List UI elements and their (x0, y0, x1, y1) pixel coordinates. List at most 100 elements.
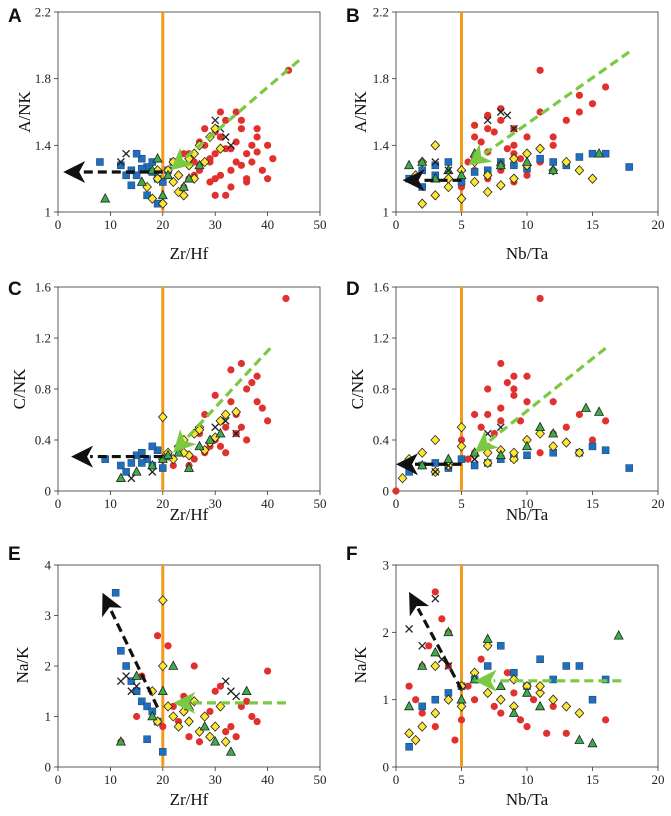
data-point-cross (221, 416, 230, 425)
data-point-circle (405, 682, 413, 690)
data-point-diamond (147, 193, 158, 204)
y-axis-label: Na/K (351, 646, 370, 684)
data-point-cross (122, 672, 131, 681)
data-point-cross (418, 641, 427, 650)
data-point-triangle (162, 169, 174, 180)
data-point-cross (148, 467, 157, 476)
data-point-circle (529, 696, 538, 704)
data-point-diamond (220, 736, 231, 747)
data-point-diamond (535, 143, 545, 154)
data-point-cross (116, 158, 125, 166)
x-tick-label: 10 (104, 772, 117, 787)
y-tick-label: 0.8 (35, 382, 51, 397)
panel-a: A A/NK Zr/Hf 0 10 20 30 40 50 1 1.4 1.8 2.2 (8, 5, 327, 264)
x-axis-label: Zr/Hf (170, 790, 209, 809)
data-point-circle (153, 632, 162, 640)
x-tick-label: 5 (458, 772, 465, 787)
data-point-circle (497, 359, 505, 368)
data-point-circle (243, 697, 251, 705)
data-point-square (159, 464, 167, 472)
data-point-square (132, 171, 141, 180)
data-point-square (562, 662, 571, 670)
x-tick-label: 20 (652, 496, 665, 511)
data-point-circle (222, 423, 230, 431)
data-point-circle (549, 141, 557, 149)
panel-label-c: C (8, 279, 22, 300)
data-point-circle (269, 155, 277, 163)
data-point-circle (484, 385, 492, 393)
data-point-square (159, 178, 167, 186)
data-point-triangle (613, 630, 624, 640)
data-point-circle (211, 391, 219, 399)
y-tick-label: 4 (45, 558, 52, 573)
x-tick-label: 0 (393, 496, 400, 511)
data-point-circle (562, 116, 570, 124)
x-tick-label: 0 (55, 496, 62, 511)
data-point-square (483, 662, 492, 670)
data-point-square (588, 442, 597, 451)
data-point-cross (431, 594, 440, 603)
data-point-circle (222, 728, 230, 736)
x-tick-label: 50 (314, 496, 327, 511)
data-point-square (497, 642, 505, 650)
data-point-circle (253, 148, 261, 156)
data-point-diamond (163, 701, 173, 712)
data-point-square (405, 743, 413, 751)
data-point-circle (471, 121, 479, 129)
data-point-triangle (225, 746, 236, 756)
data-point-circle (264, 417, 272, 425)
data-point-triangle (443, 626, 454, 637)
data-point-diamond (482, 457, 493, 469)
data-point-circle (248, 158, 256, 166)
y-tick-label: 0.8 (373, 382, 389, 397)
data-point-diamond (587, 173, 598, 184)
data-point-circle (258, 404, 266, 412)
panel-label-f: F (346, 544, 358, 565)
data-point-cross (431, 467, 440, 476)
data-point-square (601, 446, 610, 454)
data-point-diamond (173, 170, 184, 181)
x-tick-label: 5 (458, 217, 465, 232)
data-point-circle (523, 171, 531, 179)
data-point-triangle (443, 453, 454, 463)
data-point-circle (232, 158, 240, 166)
data-point-triangle (241, 685, 252, 696)
data-point-diamond (482, 186, 493, 198)
data-point-circle (543, 729, 551, 737)
black-trend-arrow (102, 592, 160, 709)
data-point-square (127, 677, 136, 685)
data-point-diamond (152, 173, 163, 184)
data-point-cross (127, 474, 136, 483)
x-tick-label: 20 (156, 217, 169, 232)
panel-f: F Na/K Nb/Ta 0 5 10 15 20 0 1 2 3 (346, 544, 665, 809)
data-point-diamond (509, 173, 519, 184)
data-point-circle (237, 161, 245, 169)
data-point-diamond (548, 694, 559, 705)
data-point-circle (237, 359, 245, 368)
data-point-triangle (157, 189, 168, 200)
black-trend-arrow (409, 591, 463, 691)
data-point-cross (211, 116, 220, 125)
data-point-circle (457, 436, 466, 444)
data-point-diamond (184, 716, 194, 727)
data-point-circle (562, 729, 570, 737)
data-point-circle (264, 141, 272, 149)
data-point-triangle (495, 680, 506, 690)
data-point-square (153, 446, 162, 454)
data-point-diamond (157, 660, 168, 672)
data-point-circle (503, 379, 511, 387)
data-point-triangle (404, 700, 415, 711)
data-point-circle (227, 723, 235, 731)
x-tick-label: 10 (521, 496, 534, 511)
data-point-triangle (204, 434, 216, 444)
x-tick-label: 50 (314, 217, 327, 232)
data-point-cross (232, 692, 241, 701)
data-point-square (457, 455, 466, 463)
y-tick-label: 1 (383, 205, 390, 220)
data-point-circle (516, 716, 525, 724)
data-point-diamond (548, 441, 559, 452)
data-point-circle (510, 141, 518, 149)
data-point-circle (222, 191, 230, 199)
data-point-triangle (178, 181, 189, 191)
